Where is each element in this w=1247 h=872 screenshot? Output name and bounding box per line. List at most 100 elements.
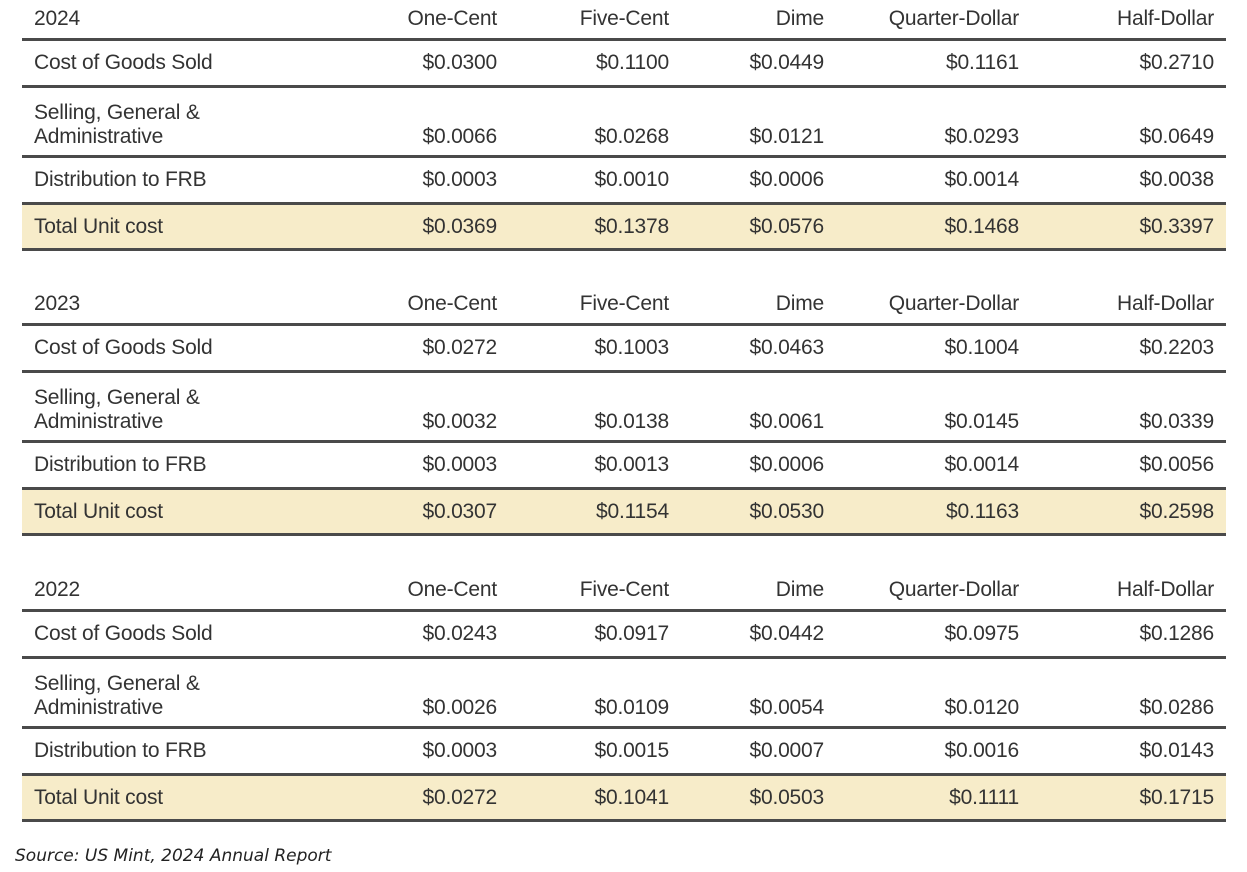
table-row-cost-of-goods-sold: Cost of Goods Sold $0.0243 $0.0917 $0.04… bbox=[22, 612, 1226, 659]
value-quarter-dollar: $0.1004 bbox=[944, 336, 1019, 359]
column-header-dime: Dime bbox=[775, 7, 824, 30]
table-row-cost-of-goods-sold: Cost of Goods Sold $0.0272 $0.1003 $0.04… bbox=[22, 326, 1226, 373]
year-label: 2023 bbox=[34, 292, 80, 315]
value-five-cent: $0.0109 bbox=[594, 696, 669, 719]
value-quarter-dollar: $0.0014 bbox=[944, 168, 1019, 191]
value-five-cent: $0.1154 bbox=[596, 499, 669, 523]
value-quarter-dollar: $0.1468 bbox=[944, 214, 1019, 238]
value-half-dollar: $0.1286 bbox=[1139, 622, 1214, 645]
column-header-one-cent: One-Cent bbox=[407, 292, 498, 315]
value-one-cent: $0.0003 bbox=[422, 168, 497, 191]
table-row-distribution-to-frb: Distribution to FRB $0.0003 $0.0013 $0.0… bbox=[22, 443, 1226, 490]
value-dime: $0.0503 bbox=[749, 785, 824, 809]
row-label: Total Unit cost bbox=[34, 499, 163, 523]
value-half-dollar: $0.3397 bbox=[1139, 214, 1214, 238]
value-five-cent: $0.0013 bbox=[594, 453, 669, 476]
table-row-total-unit-cost: Total Unit cost $0.0369 $0.1378 $0.0576 … bbox=[22, 205, 1226, 251]
value-dime: $0.0463 bbox=[749, 336, 824, 359]
column-header-five-cent: Five-Cent bbox=[579, 578, 669, 601]
row-label: Total Unit cost bbox=[34, 214, 163, 238]
column-header-one-cent: One-Cent bbox=[407, 7, 498, 30]
column-header-quarter-dollar: Quarter-Dollar bbox=[888, 292, 1019, 315]
value-five-cent: $0.0138 bbox=[594, 410, 669, 433]
row-label: Selling, General & Administrative bbox=[34, 386, 200, 433]
value-one-cent: $0.0003 bbox=[422, 453, 497, 476]
row-label: Distribution to FRB bbox=[34, 453, 207, 476]
value-half-dollar: $0.0649 bbox=[1139, 125, 1214, 148]
table-row-total-unit-cost: Total Unit cost $0.0272 $0.1041 $0.0503 … bbox=[22, 776, 1226, 822]
value-quarter-dollar: $0.1111 bbox=[949, 785, 1019, 809]
value-one-cent: $0.0032 bbox=[422, 410, 497, 433]
row-label: Selling, General & Administrative bbox=[34, 672, 200, 719]
value-one-cent: $0.0272 bbox=[422, 785, 497, 809]
table-row-selling-general-administrative: Selling, General & Administrative $0.002… bbox=[22, 659, 1226, 729]
value-one-cent: $0.0300 bbox=[422, 51, 497, 74]
table-row-cost-of-goods-sold: Cost of Goods Sold $0.0300 $0.1100 $0.04… bbox=[22, 41, 1226, 88]
value-one-cent: $0.0243 bbox=[422, 622, 497, 645]
table-header-row: 2024 One-Cent Five-Cent Dime Quarter-Dol… bbox=[22, 0, 1226, 41]
column-header-quarter-dollar: Quarter-Dollar bbox=[888, 7, 1019, 30]
value-quarter-dollar: $0.0014 bbox=[944, 453, 1019, 476]
row-label: Selling, General & Administrative bbox=[34, 101, 200, 148]
value-quarter-dollar: $0.1163 bbox=[946, 499, 1019, 523]
value-quarter-dollar: $0.0293 bbox=[944, 125, 1019, 148]
value-half-dollar: $0.2598 bbox=[1139, 499, 1214, 523]
column-header-half-dollar: Half-Dollar bbox=[1117, 292, 1214, 315]
value-dime: $0.0006 bbox=[749, 168, 824, 191]
value-dime: $0.0442 bbox=[749, 622, 824, 645]
value-half-dollar: $0.0143 bbox=[1139, 739, 1214, 762]
value-one-cent: $0.0003 bbox=[422, 739, 497, 762]
column-header-five-cent: Five-Cent bbox=[579, 292, 669, 315]
column-header-half-dollar: Half-Dollar bbox=[1117, 578, 1214, 601]
row-label: Cost of Goods Sold bbox=[34, 336, 213, 359]
value-quarter-dollar: $0.0120 bbox=[944, 696, 1019, 719]
value-half-dollar: $0.2203 bbox=[1139, 336, 1214, 359]
row-label: Distribution to FRB bbox=[34, 168, 207, 191]
cost-table-2022: 2022 One-Cent Five-Cent Dime Quarter-Dol… bbox=[22, 571, 1226, 822]
table-row-selling-general-administrative: Selling, General & Administrative $0.006… bbox=[22, 88, 1226, 158]
table-row-distribution-to-frb: Distribution to FRB $0.0003 $0.0010 $0.0… bbox=[22, 158, 1226, 205]
value-dime: $0.0007 bbox=[749, 739, 824, 762]
value-half-dollar: $0.0339 bbox=[1139, 410, 1214, 433]
value-one-cent: $0.0066 bbox=[422, 125, 497, 148]
value-dime: $0.0449 bbox=[749, 51, 824, 74]
source-note: Source: US Mint, 2024 Annual Report bbox=[15, 846, 332, 866]
column-header-one-cent: One-Cent bbox=[407, 578, 498, 601]
value-dime: $0.0576 bbox=[749, 214, 824, 238]
table-row-total-unit-cost: Total Unit cost $0.0307 $0.1154 $0.0530 … bbox=[22, 490, 1226, 536]
value-five-cent: $0.1003 bbox=[594, 336, 669, 359]
table-header-row: 2023 One-Cent Five-Cent Dime Quarter-Dol… bbox=[22, 285, 1226, 326]
value-half-dollar: $0.0056 bbox=[1139, 453, 1214, 476]
year-label: 2022 bbox=[34, 578, 80, 601]
row-label: Total Unit cost bbox=[34, 785, 163, 809]
value-five-cent: $0.0010 bbox=[594, 168, 669, 191]
value-five-cent: $0.1378 bbox=[594, 214, 669, 238]
value-dime: $0.0121 bbox=[749, 125, 824, 148]
table-row-selling-general-administrative: Selling, General & Administrative $0.003… bbox=[22, 373, 1226, 443]
value-quarter-dollar: $0.1161 bbox=[946, 51, 1019, 74]
value-one-cent: $0.0272 bbox=[422, 336, 497, 359]
value-dime: $0.0530 bbox=[749, 499, 824, 523]
value-half-dollar: $0.0286 bbox=[1139, 696, 1214, 719]
value-five-cent: $0.1041 bbox=[594, 785, 669, 809]
column-header-quarter-dollar: Quarter-Dollar bbox=[888, 578, 1019, 601]
value-dime: $0.0006 bbox=[749, 453, 824, 476]
value-quarter-dollar: $0.0016 bbox=[944, 739, 1019, 762]
value-five-cent: $0.0917 bbox=[594, 622, 669, 645]
value-quarter-dollar: $0.0145 bbox=[944, 410, 1019, 433]
value-one-cent: $0.0026 bbox=[422, 696, 497, 719]
row-label: Distribution to FRB bbox=[34, 739, 207, 762]
cost-table-2023: 2023 One-Cent Five-Cent Dime Quarter-Dol… bbox=[22, 285, 1226, 536]
value-half-dollar: $0.2710 bbox=[1139, 51, 1214, 74]
value-five-cent: $0.1100 bbox=[596, 51, 669, 74]
row-label: Cost of Goods Sold bbox=[34, 622, 213, 645]
value-one-cent: $0.0307 bbox=[422, 499, 497, 523]
table-row-distribution-to-frb: Distribution to FRB $0.0003 $0.0015 $0.0… bbox=[22, 729, 1226, 776]
value-half-dollar: $0.1715 bbox=[1139, 785, 1214, 809]
value-five-cent: $0.0015 bbox=[594, 739, 669, 762]
column-header-dime: Dime bbox=[775, 292, 824, 315]
year-label: 2024 bbox=[34, 7, 80, 30]
value-five-cent: $0.0268 bbox=[594, 125, 669, 148]
column-header-half-dollar: Half-Dollar bbox=[1117, 7, 1214, 30]
table-header-row: 2022 One-Cent Five-Cent Dime Quarter-Dol… bbox=[22, 571, 1226, 612]
